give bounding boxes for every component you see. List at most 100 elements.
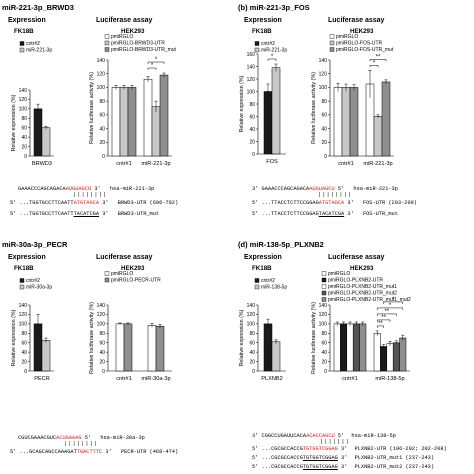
y-tick-label-c-expression: 120 bbox=[19, 312, 28, 318]
seq-c-utr-5: 5' bbox=[10, 449, 17, 455]
y-tick-label-d-expression: 60 bbox=[249, 341, 255, 347]
bar-b-expression bbox=[263, 91, 273, 155]
y-tick-label-b-expression: 140 bbox=[247, 64, 256, 70]
y-tick-label-d-luciferase: 120 bbox=[319, 312, 328, 318]
seq-a-utr-name: BRWD3-UTR (696-702) bbox=[117, 200, 179, 206]
x-tick-label-b-expression: FOS bbox=[266, 159, 278, 165]
seq-a-utr-seq: ...TGGTGCCTTCAATT bbox=[19, 200, 74, 206]
seq-a-mirna-seed: AUGUAGCU bbox=[65, 186, 92, 192]
seq-d-mut2-5: 5' bbox=[252, 464, 259, 470]
y-tick-label-d-expression: 40 bbox=[249, 350, 255, 356]
y-tick-label-a-luciferase: 140 bbox=[97, 58, 106, 64]
panel-b-expression-cell: FK18B bbox=[252, 28, 272, 35]
y-tick-label-d-luciferase: 80 bbox=[321, 331, 327, 337]
significance-label-d-luciferase: ** bbox=[381, 315, 386, 321]
legend-label-a-luciferase: pmiRGLO bbox=[111, 34, 133, 40]
y-tick-label-b-expression: 40 bbox=[249, 127, 255, 133]
panel-b-luciferase-cell: HEK293 bbox=[350, 28, 374, 35]
legend-swatch-a-expression bbox=[19, 47, 25, 53]
seq-b-mut-5: 5' bbox=[252, 211, 259, 217]
significance-bracket-d-luciferase bbox=[383, 301, 404, 304]
seq-a-pairing: |||||||| bbox=[73, 192, 108, 198]
significance-bracket-a-luciferase bbox=[147, 61, 165, 65]
y-tick-label-d-expression: 140 bbox=[247, 303, 256, 309]
y-tick-label-b-luciferase: 0 bbox=[324, 154, 327, 160]
bar-d-luciferase bbox=[359, 323, 367, 372]
bar-a-expression bbox=[41, 127, 51, 157]
legend-label-c-expression: cntr#2 bbox=[26, 278, 40, 284]
legend-label-d-luciferase: pmiRGLO-PLXNB2-UTR bbox=[328, 278, 383, 284]
legend-swatch-d-luciferase bbox=[321, 271, 327, 276]
bar-b-luciferase bbox=[341, 87, 351, 157]
significance-label-d-luciferase: * bbox=[389, 303, 392, 309]
legend-swatch-c-expression bbox=[19, 284, 25, 290]
y-tick-label-c-expression: 80 bbox=[21, 331, 27, 337]
significance-bracket-d-luciferase bbox=[376, 319, 391, 322]
y-axis-label-b-expression: Relative expression (%) bbox=[239, 75, 245, 132]
legend-label-d-luciferase: pmiRGLO-PLXNB2-UTR_mut1 bbox=[328, 284, 397, 290]
x-tick-label-c-luciferase: miR-30a-3p bbox=[141, 376, 170, 382]
y-tick-label-d-luciferase: 0 bbox=[324, 369, 327, 375]
legend-swatch-a-luciferase bbox=[104, 34, 110, 39]
x-tick-label-d-luciferase: miR-138-5p bbox=[375, 376, 404, 382]
panel-a-luciferase-cell: HEK293 bbox=[121, 28, 145, 35]
y-tick-label-a-expression: 0 bbox=[24, 154, 27, 160]
bar-d-luciferase bbox=[386, 343, 394, 372]
seq-c-utr-seed: TGACTTTC bbox=[76, 449, 103, 455]
significance-label-a-luciferase: * bbox=[155, 57, 158, 63]
significance-label-d-luciferase: * bbox=[392, 297, 395, 303]
seq-b-utr-seed: ATGTAGCA bbox=[318, 200, 345, 206]
seq-d-mut1-5: 5' bbox=[252, 455, 259, 461]
y-tick-label-a-luciferase: 0 bbox=[102, 154, 105, 160]
legend-swatch-c-expression bbox=[19, 278, 25, 283]
legend-swatch-b-luciferase bbox=[329, 40, 335, 46]
y-tick-label-d-expression: 80 bbox=[249, 331, 255, 337]
legend-label-a-luciferase: pmiRGLO-BRWD3-UTR_mut bbox=[111, 47, 177, 53]
seq-c-utr-line: 5' ...GCAGCAGCCAAAGATTGACTTTC 3' PECR-UT… bbox=[10, 449, 178, 455]
seq-d-mut2-line: 5' ...CGCGCCACCGTGTGGTCGGAG 3' PLXNB2-UT… bbox=[252, 464, 434, 470]
legend-swatch-a-expression bbox=[19, 41, 25, 46]
significance-label-b-luciferase: * bbox=[373, 60, 376, 66]
seq-b-mirna-5: 3' bbox=[252, 186, 259, 192]
y-axis-label-c-luciferase: Relative luciferase activity (%) bbox=[89, 302, 95, 374]
legend-label-d-expression: miR-138-5p bbox=[261, 285, 287, 291]
seq-c-mirna-name: hsa-miR-30a-3p bbox=[100, 435, 145, 441]
significance-bracket-d-luciferase bbox=[376, 325, 384, 328]
bar-b-luciferase bbox=[373, 115, 383, 157]
y-tick-label-b-expression: 100 bbox=[247, 89, 256, 95]
panel-a-title: miR-221-3p_BRWD3 bbox=[2, 3, 74, 12]
legend-label-c-luciferase: pmiRGLO bbox=[111, 271, 133, 277]
seq-d-mut1-seed: TGTGGTCGGAG bbox=[302, 455, 338, 461]
seq-c-mirna-line: CGUCGAAACGUCACUGAAAG 5' hsa-miR-30a-3p bbox=[18, 435, 145, 441]
legend-swatch-a-luciferase bbox=[104, 47, 110, 52]
y-tick-label-a-expression: 100 bbox=[19, 107, 28, 113]
y-axis-label-a-expression: Relative expression (%) bbox=[11, 94, 17, 151]
seq-d-mirna-body: CGGCCUGAUUCACA bbox=[261, 433, 307, 439]
seq-d-mut1-name: PLXNB2-UTR_mut1 (237-243) bbox=[354, 455, 435, 461]
y-tick-label-a-luciferase: 40 bbox=[99, 126, 105, 132]
seq-d-utr-seed: TGTGGTCGGAG bbox=[302, 446, 338, 452]
seq-a-utr-line: 5' ...TGGTGCCTTCAATTATGTAGCA 3' BRWD3-UT… bbox=[10, 200, 178, 206]
significance-label-b-luciferase: ** bbox=[376, 54, 381, 60]
y-tick-label-c-luciferase: 0 bbox=[102, 369, 105, 375]
y-tick-label-a-luciferase: 20 bbox=[99, 140, 105, 146]
legend-label-d-luciferase: pmiRGLO bbox=[328, 271, 350, 277]
bar-c-expression bbox=[41, 340, 51, 372]
panel-b-expression-heading: Expression bbox=[244, 17, 282, 24]
seq-b-mirna-line: 3' GAAACCCAGCAGACAAUGUAGCU 5' hsa-miR-22… bbox=[252, 186, 398, 192]
y-tick-label-c-expression: 140 bbox=[19, 303, 28, 309]
legend-label-a-expression: cntr#2 bbox=[26, 41, 40, 47]
panel-c-expression-cell: FK18B bbox=[14, 265, 34, 272]
seq-b-mut-seed: TACATCGA bbox=[318, 211, 345, 217]
bar-a-luciferase bbox=[159, 74, 169, 157]
bar-d-expression bbox=[271, 341, 281, 372]
legend-swatch-b-expression bbox=[254, 47, 260, 53]
y-tick-label-b-expression: 80 bbox=[249, 102, 255, 108]
y-tick-label-c-expression: 40 bbox=[21, 350, 27, 356]
seq-b-utr-5: 5' bbox=[252, 200, 259, 206]
panel-c-luciferase-heading: Luciferase assay bbox=[96, 254, 153, 261]
y-tick-label-b-luciferase: 40 bbox=[321, 126, 327, 132]
panel-c-title: miR-30a-3p_PECR bbox=[2, 240, 68, 249]
bar-a-luciferase bbox=[111, 87, 121, 157]
legend-swatch-b-expression bbox=[254, 41, 260, 46]
